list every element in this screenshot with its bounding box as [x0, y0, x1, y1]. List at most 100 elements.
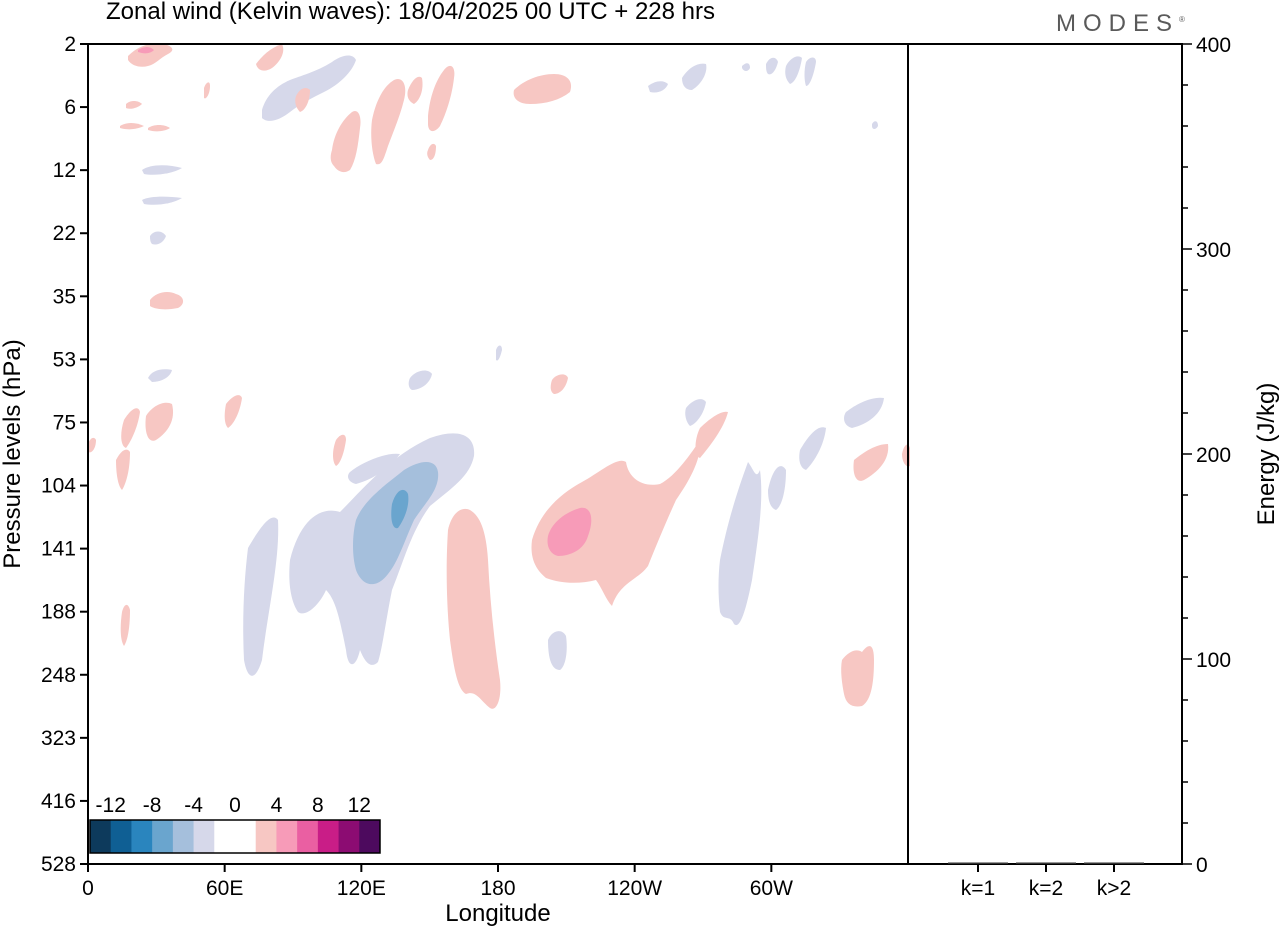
positive-anomaly-region	[513, 74, 572, 104]
y-tick-label: 416	[41, 790, 76, 813]
positive-anomaly-region	[531, 440, 701, 606]
negative-anomaly-region	[548, 631, 567, 670]
colorbar-tick-label: 12	[348, 794, 371, 817]
positive-anomaly-region	[550, 374, 568, 394]
colorbar-swatch	[359, 820, 381, 853]
positive-anomaly-region-medium	[547, 507, 592, 556]
positive-anomaly-region	[145, 402, 174, 441]
positive-anomaly-region	[116, 449, 130, 490]
y-tick-label: 528	[41, 853, 76, 876]
positive-anomaly-region	[128, 43, 173, 67]
y-tick-label: 53	[53, 348, 76, 371]
colorbar-swatch	[152, 820, 174, 853]
y-tick-label: 35	[53, 285, 76, 308]
positive-anomaly-region	[120, 604, 130, 646]
negative-anomaly-region	[742, 63, 750, 71]
registered-mark: ®	[1179, 15, 1185, 24]
negative-anomaly-region	[262, 55, 356, 121]
negative-anomaly-region	[496, 345, 502, 361]
energy-tick-label: 300	[1196, 239, 1231, 262]
colorbar-swatch	[110, 820, 132, 853]
colorbar-swatch	[172, 820, 195, 853]
energy-panel-frame	[907, 43, 1183, 865]
energy-category-label: k>2	[1097, 877, 1131, 900]
x-tick-label: 60E	[206, 877, 243, 900]
y-tick-label: 12	[53, 159, 76, 182]
colorbar-swatch	[338, 820, 360, 853]
colorbar-tick-label: 0	[229, 794, 241, 817]
colorbar-swatch	[297, 820, 319, 853]
positive-anomaly-region	[88, 437, 96, 453]
y-axis-ticks: 2 6 12 22 35 53 75 104 141 188 248 323 416 528	[41, 33, 88, 876]
positive-anomaly-region	[256, 44, 284, 71]
negative-anomaly-region	[142, 196, 182, 205]
energy-tick-label: 100	[1196, 649, 1231, 672]
positive-anomaly-region	[204, 82, 210, 99]
negative-anomaly-region	[348, 453, 400, 484]
brand-text: MODES	[1056, 10, 1180, 37]
negative-anomaly-region	[150, 231, 166, 245]
positive-anomaly-region	[446, 508, 501, 709]
colorbar-tick-label: 8	[312, 794, 324, 817]
colorbar-frame	[89, 819, 381, 854]
energy-bars: k=1 k=2 k>2	[948, 862, 1144, 900]
positive-anomaly-region	[148, 125, 170, 132]
chart-title: Zonal wind (Kelvin waves): 18/04/2025 00…	[106, 0, 715, 25]
negative-anomaly-region	[148, 369, 172, 382]
positive-anomaly-region	[330, 110, 361, 173]
colorbar-swatch	[214, 820, 236, 853]
energy-tick-label: 0	[1196, 854, 1208, 877]
colorbar: -12 -8 -4 0 4 8 12	[89, 794, 381, 854]
energy-axis-title: Energy (J/kg)	[1253, 383, 1280, 526]
positive-anomaly-region	[121, 408, 140, 448]
y-axis-title: Pressure levels (hPa)	[0, 339, 26, 568]
colorbar-swatch	[193, 820, 215, 853]
energy-bar	[1016, 862, 1076, 864]
positive-anomaly-region	[407, 76, 423, 104]
negative-anomaly-region	[718, 462, 762, 626]
y-tick-label: 188	[41, 601, 76, 624]
energy-bar	[1084, 862, 1144, 864]
y-tick-label: 323	[41, 727, 76, 750]
colorbar-swatch	[276, 820, 298, 853]
colorbar-tick-label: 4	[271, 794, 283, 817]
colorbar-swatch	[90, 820, 112, 853]
energy-axis-ticks: 0 100 200 300 400	[1182, 34, 1231, 877]
positive-anomaly-region	[333, 434, 346, 466]
energy-category-label: k=1	[961, 877, 995, 900]
negative-anomaly-region	[799, 427, 826, 470]
positive-anomaly-region-medium	[138, 47, 154, 54]
negative-anomaly-region	[768, 466, 786, 510]
negative-anomaly-region	[685, 399, 706, 426]
energy-tick-label: 400	[1196, 34, 1231, 57]
x-axis-ticks: 0 60E 120E 180 120W 60W	[82, 864, 793, 900]
heatmap-frame	[87, 43, 909, 865]
colorbar-tick-label: -4	[184, 794, 203, 817]
x-tick-label: 0	[82, 877, 94, 900]
modes-logo: MODES®	[1056, 10, 1185, 38]
energy-category-label: k=2	[1029, 877, 1063, 900]
x-axis-title: Longitude	[445, 900, 550, 927]
x-tick-label: 180	[480, 877, 515, 900]
positive-anomaly-region	[150, 292, 184, 310]
negative-anomaly-region	[408, 370, 432, 390]
y-tick-label: 141	[41, 538, 76, 561]
positive-anomaly-region	[695, 411, 728, 458]
colorbar-swatch	[317, 820, 340, 853]
positive-anomaly-region	[295, 88, 310, 112]
negative-anomaly-region	[766, 57, 778, 75]
negative-anomaly-region	[785, 56, 802, 84]
negative-anomaly-region-strong	[391, 489, 409, 529]
negative-anomaly-region	[682, 63, 707, 90]
negative-anomaly-region	[142, 165, 182, 175]
y-tick-label: 75	[53, 411, 76, 434]
positive-anomaly-region	[224, 395, 242, 428]
positive-anomaly-region	[126, 101, 142, 109]
colorbar-tick-label: -8	[143, 794, 162, 817]
negative-anomaly-region	[243, 517, 279, 676]
y-tick-label: 104	[41, 475, 76, 498]
y-tick-label: 2	[64, 33, 76, 56]
y-tick-label: 22	[53, 222, 76, 245]
y-tick-label: 248	[41, 664, 76, 687]
